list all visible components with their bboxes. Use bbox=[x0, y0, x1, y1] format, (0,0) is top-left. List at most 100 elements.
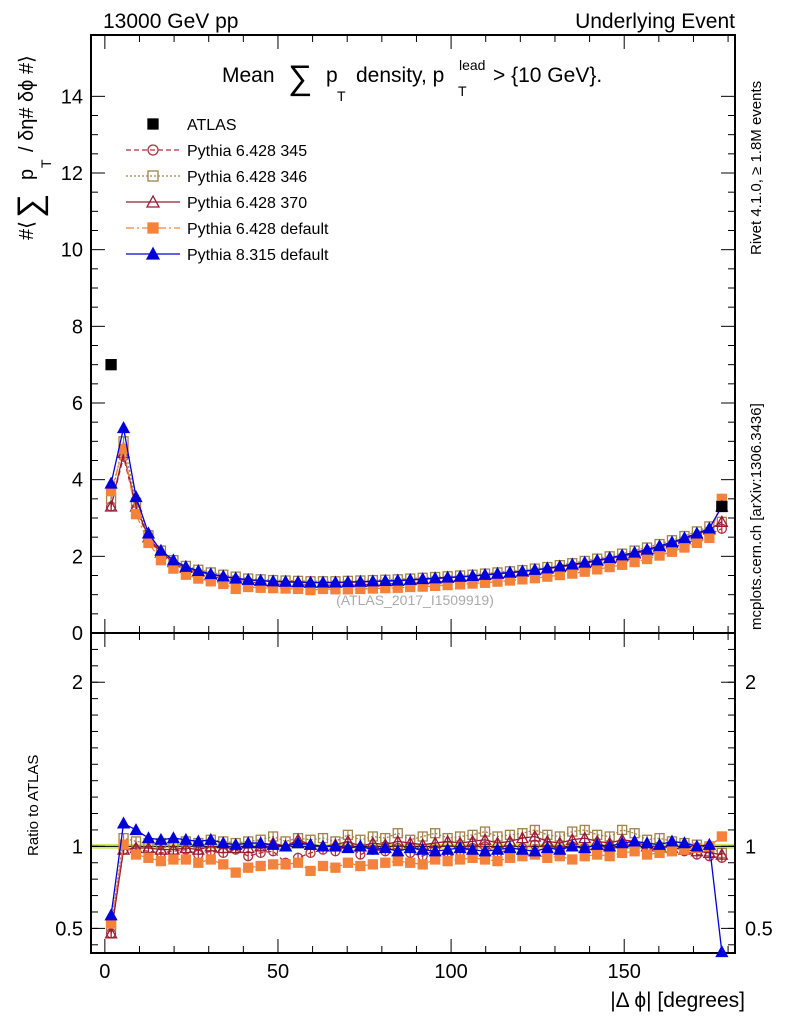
ratio-point-p8 bbox=[191, 834, 205, 847]
main-point-p8 bbox=[627, 545, 642, 558]
main-point-p8 bbox=[278, 574, 293, 587]
ratio-point-p8 bbox=[702, 837, 716, 850]
title-sum-symbol: ∑ bbox=[288, 59, 312, 97]
ratio-point-pdef bbox=[592, 849, 603, 860]
main-point-pdef bbox=[666, 546, 678, 557]
legend-item-p370: Pythia 6.428 370 bbox=[126, 194, 307, 212]
title-prefix: Mean bbox=[222, 64, 275, 87]
ratio-point-p370 bbox=[528, 829, 542, 842]
main-point-pdef bbox=[641, 553, 653, 565]
main-point-p8 bbox=[116, 421, 131, 434]
ratio-point-pdef bbox=[442, 855, 453, 867]
y-axis-label: #⟨ ∑ p T / δη# δϕ #⟩ bbox=[11, 55, 54, 240]
header-left: 13000 GeV pp bbox=[103, 10, 238, 33]
ratio-point-p8 bbox=[403, 841, 417, 854]
ylabel-rest: / δη# δϕ #⟩ bbox=[16, 55, 38, 152]
main-point-p8 bbox=[428, 571, 442, 584]
ratio-point-p8 bbox=[565, 839, 579, 852]
ratio-point-p8 bbox=[341, 841, 355, 854]
main-line-p345 bbox=[110, 456, 723, 586]
ratio-point-pdef bbox=[155, 855, 167, 867]
ratio-point-p370 bbox=[191, 842, 205, 855]
main-point-p8 bbox=[129, 490, 143, 503]
legend-label-p8: Pythia 8.315 default bbox=[187, 247, 329, 264]
ratio-point-p370 bbox=[515, 831, 530, 844]
main-point-p8 bbox=[540, 561, 554, 574]
ratio-series-layer bbox=[104, 816, 729, 958]
ratio-point-p8 bbox=[590, 837, 604, 850]
ratio-y-label: Ratio to ATLAS bbox=[25, 755, 42, 856]
main-point-p8 bbox=[590, 553, 604, 566]
ratio-point-p8 bbox=[291, 836, 305, 849]
ratio-point-p8 bbox=[503, 841, 517, 854]
legend-label-atlas: ATLAS bbox=[187, 117, 237, 134]
main-y-tick-label: 10 bbox=[61, 240, 83, 262]
ratio-point-pdef bbox=[205, 854, 216, 865]
main-point-p8 bbox=[266, 574, 280, 587]
main-point-pdef bbox=[579, 566, 590, 577]
ratio-point-p8 bbox=[428, 844, 442, 857]
x-tick-label: 150 bbox=[608, 961, 641, 983]
main-point-p8 bbox=[154, 543, 168, 556]
ratio-point-pdef bbox=[392, 855, 403, 867]
ratio-point-p370 bbox=[154, 842, 168, 855]
ratio-point-pdef bbox=[280, 859, 291, 870]
ratio-point-pdef bbox=[143, 852, 154, 863]
ratio-point-pdef bbox=[243, 862, 254, 873]
main-point-pdef bbox=[168, 563, 179, 574]
ratio-point-p8 bbox=[166, 831, 181, 844]
main-point-pdef bbox=[542, 571, 553, 582]
ratio-point-p8 bbox=[378, 841, 392, 854]
main-point-p8 bbox=[578, 555, 592, 568]
main-point-p8 bbox=[229, 571, 243, 584]
ratio-point-p8 bbox=[627, 834, 642, 847]
ratio-point-pdef bbox=[542, 852, 553, 863]
ratio-point-p8 bbox=[453, 841, 467, 854]
analysis-watermark: (ATLAS_2017_I1509919) bbox=[336, 592, 494, 608]
ratio-point-p8 bbox=[515, 842, 530, 855]
main-point-p8 bbox=[478, 567, 492, 580]
atlas-data-point bbox=[105, 359, 117, 371]
main-point-pdef bbox=[143, 537, 154, 549]
ratio-point-p8 bbox=[490, 842, 505, 855]
main-point-p8 bbox=[465, 569, 480, 582]
main-point-pdef bbox=[592, 564, 603, 575]
title-suffix1: density, p bbox=[356, 64, 444, 87]
ratio-point-p8 bbox=[715, 945, 729, 958]
ratio-point-p370 bbox=[104, 926, 118, 939]
ratio-point-p8 bbox=[540, 841, 554, 854]
ratio-point-p8 bbox=[603, 839, 617, 852]
ratio-point-p8 bbox=[578, 841, 592, 854]
ratio-point-p8 bbox=[665, 834, 679, 847]
main-point-pdef bbox=[155, 555, 167, 566]
ratio-point-pdef bbox=[641, 849, 653, 860]
header-right: Underlying Event bbox=[575, 10, 735, 33]
main-point-p8 bbox=[453, 569, 467, 582]
ratio-point-pdef bbox=[367, 859, 378, 870]
legend-label-p345: Pythia 6.428 345 bbox=[187, 143, 307, 160]
main-point-p8 bbox=[565, 557, 579, 570]
main-point-pdef bbox=[679, 542, 690, 553]
main-point-p8 bbox=[416, 572, 430, 585]
main-point-p8 bbox=[652, 539, 667, 552]
legend-marker-p370 bbox=[145, 194, 161, 208]
legend-item-p345: Pythia 6.428 345 bbox=[126, 143, 307, 160]
main-point-pdef bbox=[604, 561, 615, 573]
main-point-p8 bbox=[391, 573, 405, 586]
title-suffix2: > {10 GeV}. bbox=[493, 64, 602, 87]
ratio-point-pdef bbox=[305, 865, 316, 877]
main-point-p8 bbox=[603, 551, 617, 564]
ratio-point-p8 bbox=[353, 839, 367, 852]
legend-marker-p8 bbox=[145, 246, 161, 260]
ratio-point-pdef bbox=[267, 859, 279, 870]
main-point-p8 bbox=[204, 567, 218, 580]
title-lead-label: lead bbox=[459, 57, 485, 73]
main-point-p370 bbox=[715, 514, 729, 527]
main-point-p8 bbox=[303, 575, 318, 588]
main-point-pdef bbox=[616, 559, 628, 570]
ratio-point-p8 bbox=[553, 842, 567, 855]
main-point-pdef bbox=[567, 568, 578, 579]
ratio-point-p370 bbox=[715, 847, 729, 860]
main-point-p8 bbox=[403, 572, 417, 585]
main-point-pdef bbox=[529, 573, 541, 584]
